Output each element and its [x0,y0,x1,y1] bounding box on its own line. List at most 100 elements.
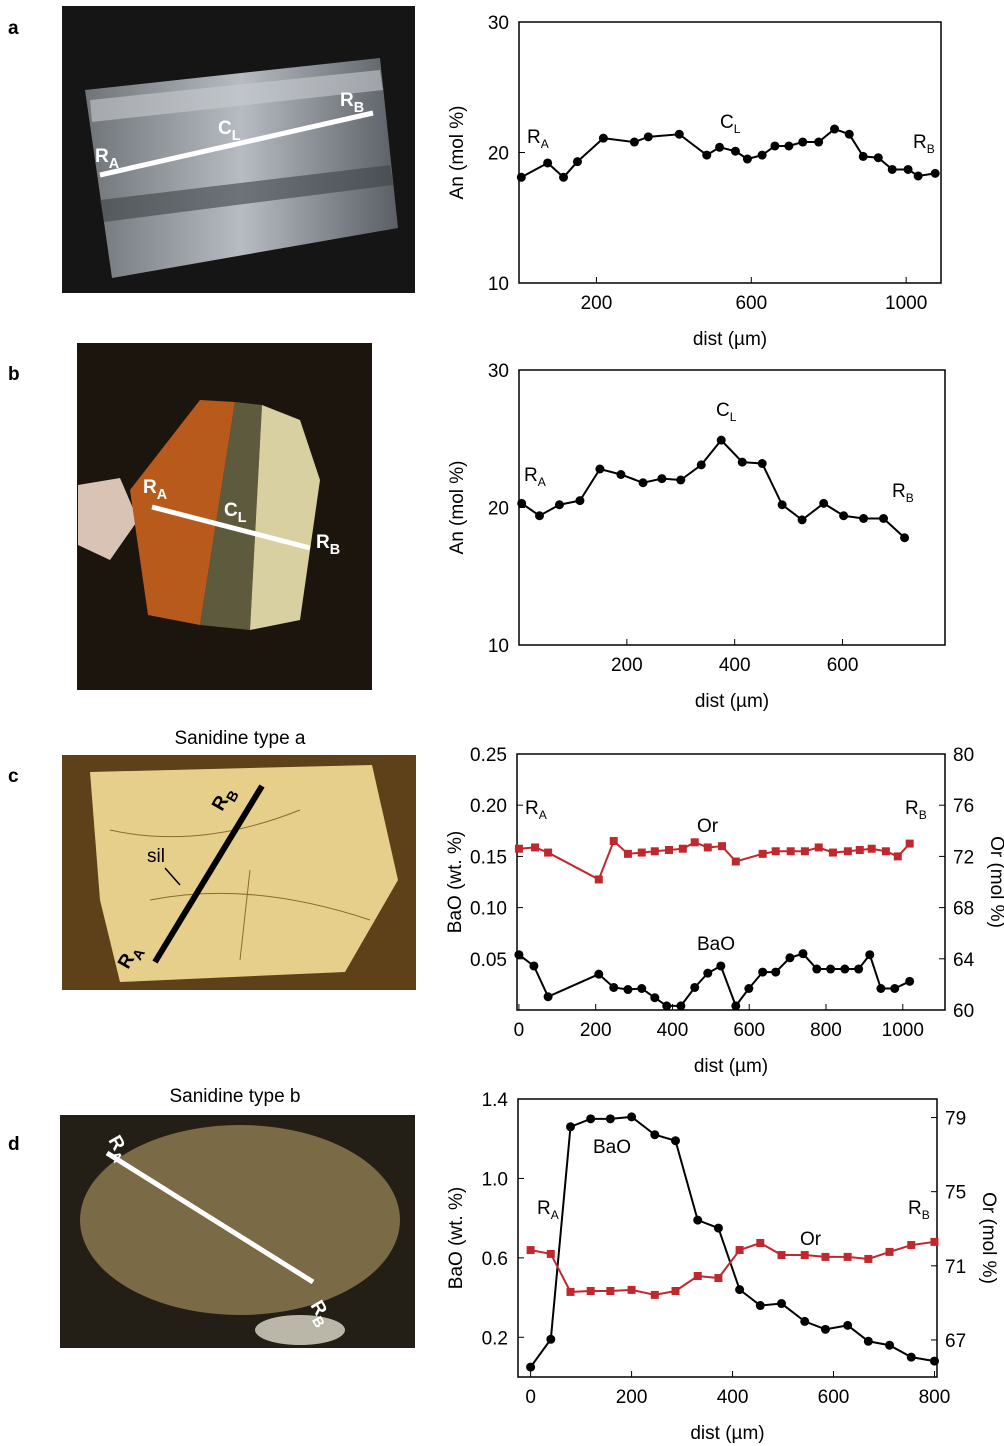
annotation: RA [524,465,546,489]
marker [731,147,740,156]
marker [628,1286,636,1294]
annotation: RA [527,127,549,151]
marker [623,985,632,994]
series-line [519,841,910,879]
x-tick-label: 600 [818,1387,850,1408]
marker [829,849,837,857]
marker [874,153,883,162]
annotation: RA [537,1198,559,1222]
marker [845,130,854,139]
marker [888,165,897,174]
marker [595,875,603,883]
marker [544,849,552,857]
marker [718,842,726,850]
x-tick-label: 200 [580,1020,612,1041]
y-tick-label: 0.15 [470,847,507,868]
marker [821,1325,830,1334]
marker [907,1353,916,1362]
annotation-base: R [527,127,541,148]
marker [514,950,523,959]
x-axis-label: dist (µm) [690,1423,764,1444]
annotation-base: R [913,132,927,153]
marker [599,134,608,143]
marker [716,961,725,970]
marker [868,845,876,853]
plot-frame [518,1099,937,1377]
marker [882,847,890,855]
series-label: BaO [697,934,735,955]
marker [657,474,666,483]
marker [787,847,795,855]
marker [798,949,807,958]
y-tick-label: 0.2 [482,1328,508,1349]
marker [826,965,835,974]
marker [771,968,780,977]
marker [931,169,940,178]
marker [886,1248,894,1256]
marker [714,1224,723,1233]
y-tick-label: 1.4 [482,1090,509,1111]
annotation-base: R [905,798,919,819]
marker [736,1246,744,1254]
y-tick-label: 10 [488,274,509,295]
x-tick-label: 0 [525,1387,536,1408]
y2-axis-label: Or (mol %) [986,836,1004,928]
marker [665,846,673,854]
y-tick-label: 20 [488,144,509,165]
y-tick-label: 0.25 [470,745,507,766]
x-tick-label: 400 [717,1387,749,1408]
panel-letter: d [8,1134,20,1155]
marker [830,125,839,134]
annotation-sub: A [539,808,547,822]
marker [616,470,625,479]
marker [586,1114,595,1123]
marker [573,157,582,166]
marker [894,852,902,860]
marker [651,847,659,855]
annotation: RA [525,798,547,822]
marker [676,1001,685,1010]
x-tick-label: 600 [827,655,859,676]
marker [555,500,564,509]
marker [735,1285,744,1294]
annotation: RB [905,798,927,822]
panel-letter: a [8,18,19,39]
series-label: BaO [593,1137,631,1158]
marker [714,1274,722,1282]
y2-tick-label: 76 [953,796,974,817]
marker [759,850,767,858]
marker [609,983,618,992]
marker [843,1321,852,1330]
plot-frame [517,754,945,1010]
annotation-sub: L [730,410,737,424]
marker [890,984,899,993]
annotation-sub: B [927,142,935,156]
marker [595,465,604,474]
photo-label-base: C [224,500,238,521]
marker [662,1001,671,1010]
photo-title: Sanidine type b [170,1086,301,1107]
annotation-sub: L [734,122,741,136]
marker [650,993,659,1002]
photo-label-base: C [218,118,232,139]
marker [879,514,888,523]
marker [844,847,852,855]
x-tick-label: 200 [611,655,643,676]
panel-letter: b [8,364,20,385]
annotation: RB [892,481,914,505]
x-tick-label: 800 [919,1387,951,1408]
annotation-sub: A [538,475,546,489]
marker [731,1001,740,1010]
marker [800,1317,809,1326]
marker [676,476,685,485]
x-axis-label: dist (µm) [694,1056,768,1077]
marker [594,970,603,979]
marker [517,499,526,508]
annotation-sub: A [541,137,549,151]
marker [694,1272,702,1280]
x-tick-label: 1000 [885,293,927,314]
photo-label-sub: L [238,510,247,526]
x-tick-label: 0 [514,1020,525,1041]
photo-label-sub: A [109,156,120,172]
x-tick-label: 800 [810,1020,842,1041]
